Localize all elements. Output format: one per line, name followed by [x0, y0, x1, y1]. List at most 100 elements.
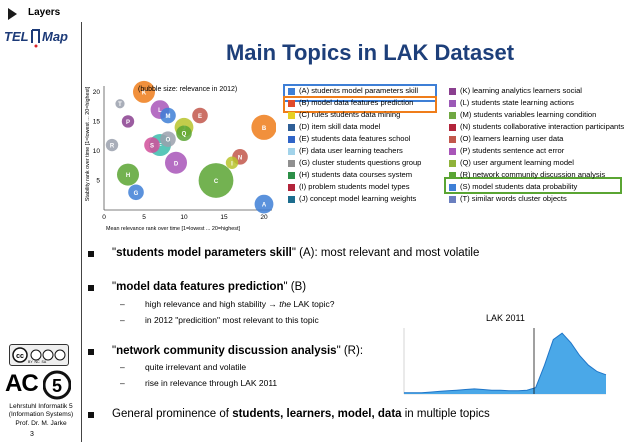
legend-swatch: [449, 184, 456, 191]
bubble-label: K: [142, 90, 147, 96]
legend-swatch: [449, 172, 456, 179]
bubble-label: I: [231, 161, 233, 167]
triangle-icon: [8, 8, 17, 20]
page-number: 3: [30, 431, 34, 438]
svg-text:cc: cc: [16, 353, 24, 360]
legend-label: (O) learners learning user data: [460, 134, 564, 143]
bubble-label: T: [118, 102, 122, 108]
affiliation-text: Lehrstuhl Informatik 5 (Information Syst…: [2, 403, 80, 428]
subbullet-text: quite irrelevant and volatile: [145, 362, 247, 372]
bubbles: CBDFHKAJLEGMNOQSIPRT: [105, 80, 276, 214]
legend-swatch: [449, 136, 456, 143]
bubble-label: R: [110, 144, 115, 150]
legend-label: (N) students collaborative interaction p…: [460, 122, 625, 131]
subbullet-text: LAK topic?: [291, 299, 335, 309]
bubble-label: Q: [182, 132, 187, 138]
legend-label: (M) students variables learning conditio…: [460, 110, 597, 119]
sidebar: Layers TEL Map cc BY NC SA AC 5 Lehrstuh…: [0, 0, 82, 442]
bubble-chart: Stability rank over time [1=lowest ... 2…: [85, 80, 276, 232]
dash: –: [120, 315, 125, 325]
x-tick-label: 10: [180, 214, 188, 221]
x-tick-label: 0: [102, 214, 106, 221]
bubble-label: N: [238, 155, 242, 161]
bullet-prefix: ": [112, 345, 117, 357]
legend-highlight-a: [283, 84, 437, 102]
x-tick-label: 15: [220, 214, 228, 221]
x-ticks: 0 5 10 15 20: [102, 214, 268, 221]
legend-swatch: [449, 196, 456, 203]
sidebar-divider: [81, 22, 82, 442]
logo-text-right: Map: [42, 29, 68, 44]
bullet-marker: [88, 285, 94, 291]
y-tick-label: 5: [96, 177, 100, 184]
legend-label: (P) students sentence act error: [460, 146, 565, 155]
legend-label: (C) rules students data mining: [299, 110, 401, 119]
chart-note: (bubble size: relevance in 2012): [138, 86, 238, 93]
legend-swatch: [288, 160, 295, 167]
bubble-e: [192, 107, 208, 124]
legend-label: (J) concept model learning weights: [299, 194, 417, 203]
cc-license-badge[interactable]: cc BY NC SA: [9, 344, 69, 366]
bubble-c: [198, 163, 234, 198]
bubble-r: [105, 138, 119, 152]
lak-area: [404, 333, 606, 394]
bullet-suffix: " (B): [283, 281, 307, 293]
bubble-label: O: [166, 138, 171, 144]
bubble-s: [144, 137, 160, 153]
dash: –: [120, 299, 125, 309]
legend-swatch: [288, 136, 295, 143]
svg-text:5: 5: [52, 376, 62, 396]
bullet-marker: [88, 251, 94, 257]
y-tick-label: 20: [93, 89, 101, 96]
bubble-label: L: [158, 108, 162, 114]
affiliation-line: Prof. Dr. M. Jarke: [15, 419, 67, 427]
legend-swatch: [288, 196, 295, 203]
legend-label: (T) similar words cluster objects: [460, 194, 567, 203]
legend-label: (F) data user learning teachers: [299, 146, 403, 155]
legend-label: (B) model data features prediction: [299, 98, 414, 107]
legend-swatch: [288, 88, 295, 95]
i5-logo-icon: 5: [43, 370, 71, 400]
lak-chart-label: LAK 2011: [486, 313, 525, 323]
legend-swatch: [449, 112, 456, 119]
bullet-prefix: ": [112, 247, 117, 259]
bullet-topic: model data features prediction: [116, 281, 284, 293]
legend-label: (H) students data courses system: [299, 170, 413, 179]
bubble-label: H: [126, 173, 130, 179]
bullet-suffix: in multiple topics: [401, 408, 490, 420]
y-ticks: 5 10 15 20: [93, 89, 101, 185]
bullet-prefix: General prominence of: [112, 408, 233, 420]
bubble-m: [160, 107, 176, 124]
bubble-label: F: [158, 144, 162, 150]
layers-tab[interactable]: Layers: [8, 7, 80, 21]
legend-label: (Q) user argument learning model: [460, 158, 574, 167]
subbullet-text: rise in relevance through LAK 2011: [145, 378, 278, 388]
slide-title: Main Topics in LAK Dataset: [225, 40, 515, 65]
bubble-label: A: [262, 203, 267, 209]
subbullet-emphasis: the: [279, 299, 292, 309]
bubble-label: D: [174, 161, 179, 167]
legend-label: (E) students data features school: [299, 134, 411, 143]
logo-emblem-icon: [31, 29, 40, 48]
bullet-topic: students, learners, model, data: [232, 408, 402, 420]
bubble-t: [115, 99, 125, 109]
x-axis-label: Mean relevance rank over time [1=lowest …: [106, 226, 240, 232]
legend-highlight-b: [283, 96, 437, 113]
legend-label: (R) network community discussion analysi…: [460, 170, 606, 179]
lak-area-chart: [403, 328, 607, 395]
bubble-label: M: [166, 114, 171, 120]
bubble-h: [117, 163, 139, 186]
logo-text-left: TEL: [4, 29, 29, 44]
bubble-i: [225, 156, 239, 169]
bubble-a: [254, 194, 274, 214]
bubble-b: [251, 114, 276, 140]
legend-swatch: [288, 100, 295, 107]
affiliation-line: (Information Systems): [8, 411, 74, 419]
bubble-label: E: [198, 114, 202, 120]
bubble-label: B: [262, 126, 267, 132]
legend-swatch: [288, 184, 295, 191]
bubble-label: P: [126, 120, 130, 126]
legend-swatch: [449, 88, 456, 95]
affiliation-line: Lehrstuhl Informatik 5: [9, 403, 73, 410]
bubble-p: [121, 115, 135, 128]
